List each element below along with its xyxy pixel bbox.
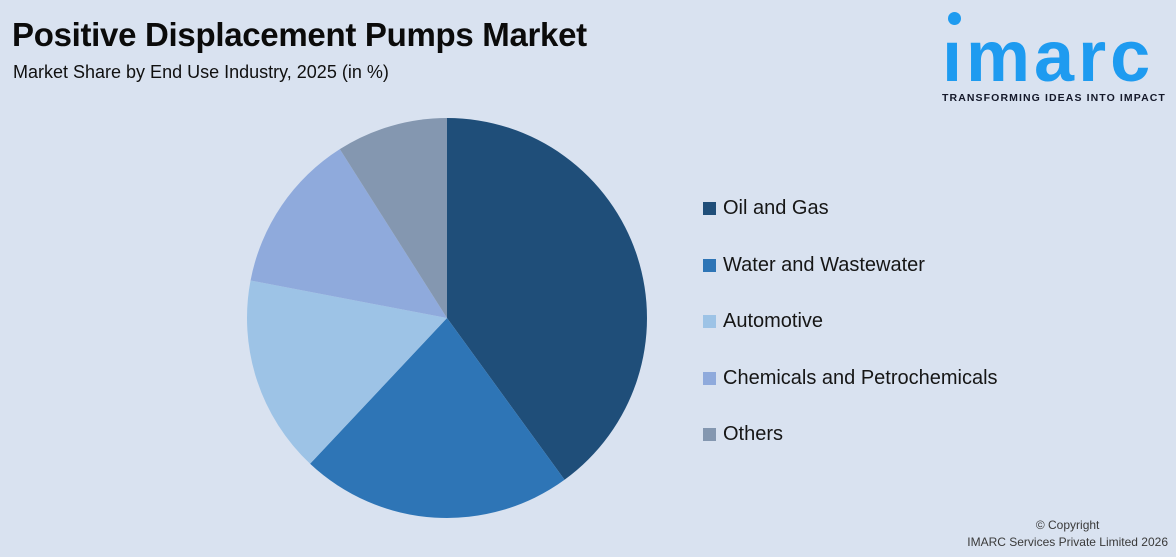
legend-label: Chemicals and Petrochemicals — [723, 366, 998, 389]
pie-slice-1 — [310, 318, 565, 518]
imarc-logo-wordmark: ımarc — [942, 17, 1155, 97]
legend-label: Water and Wastewater — [723, 253, 925, 276]
legend-swatch-icon — [703, 315, 716, 328]
legend-label: Oil and Gas — [723, 197, 829, 219]
pie-slice-4 — [339, 118, 447, 318]
copyright-line-2: IMARC Services Private Limited 2026 — [967, 535, 1168, 549]
legend-label: Others — [723, 423, 784, 445]
legend-item-oil-and-gas: Oil and Gas — [703, 196, 998, 221]
pie-slice-2 — [247, 280, 447, 464]
imarc-logo: ımarc TRANSFORMING IDEAS INTO IMPACT — [942, 8, 1170, 108]
legend-swatch-icon — [703, 258, 716, 272]
chart-subtitle: Market Share by End Use Industry, 2025 (… — [13, 62, 389, 82]
imarc-logo-tagline: TRANSFORMING IDEAS INTO IMPACT — [942, 92, 1166, 104]
legend-item-water-and-wastewater: Water and Wastewater — [703, 253, 998, 278]
legend-label: Automotive — [723, 310, 824, 332]
legend-swatch-icon — [703, 371, 716, 385]
copyright-notice: © Copyright IMARC Services Private Limit… — [967, 517, 1168, 551]
copyright-line-1: © Copyright — [1035, 518, 1100, 532]
page-title: Positive Displacement Pumps Market — [12, 16, 587, 53]
pie-slice-3 — [250, 149, 447, 318]
pie-slice-0 — [447, 118, 647, 480]
pie-chart — [247, 118, 647, 518]
legend-item-chemicals-and-petrochemicals: Chemicals and Petrochemicals — [703, 366, 998, 391]
imarc-logo-dot-icon — [948, 12, 961, 25]
pie-chart-area — [246, 117, 648, 519]
legend-swatch-icon — [703, 428, 716, 441]
legend-item-automotive: Automotive — [703, 309, 998, 334]
legend-item-others: Others — [703, 422, 998, 447]
chart-legend: Oil and Gas Water and Wastewater Automot… — [703, 196, 998, 479]
legend-swatch-icon — [703, 202, 716, 215]
